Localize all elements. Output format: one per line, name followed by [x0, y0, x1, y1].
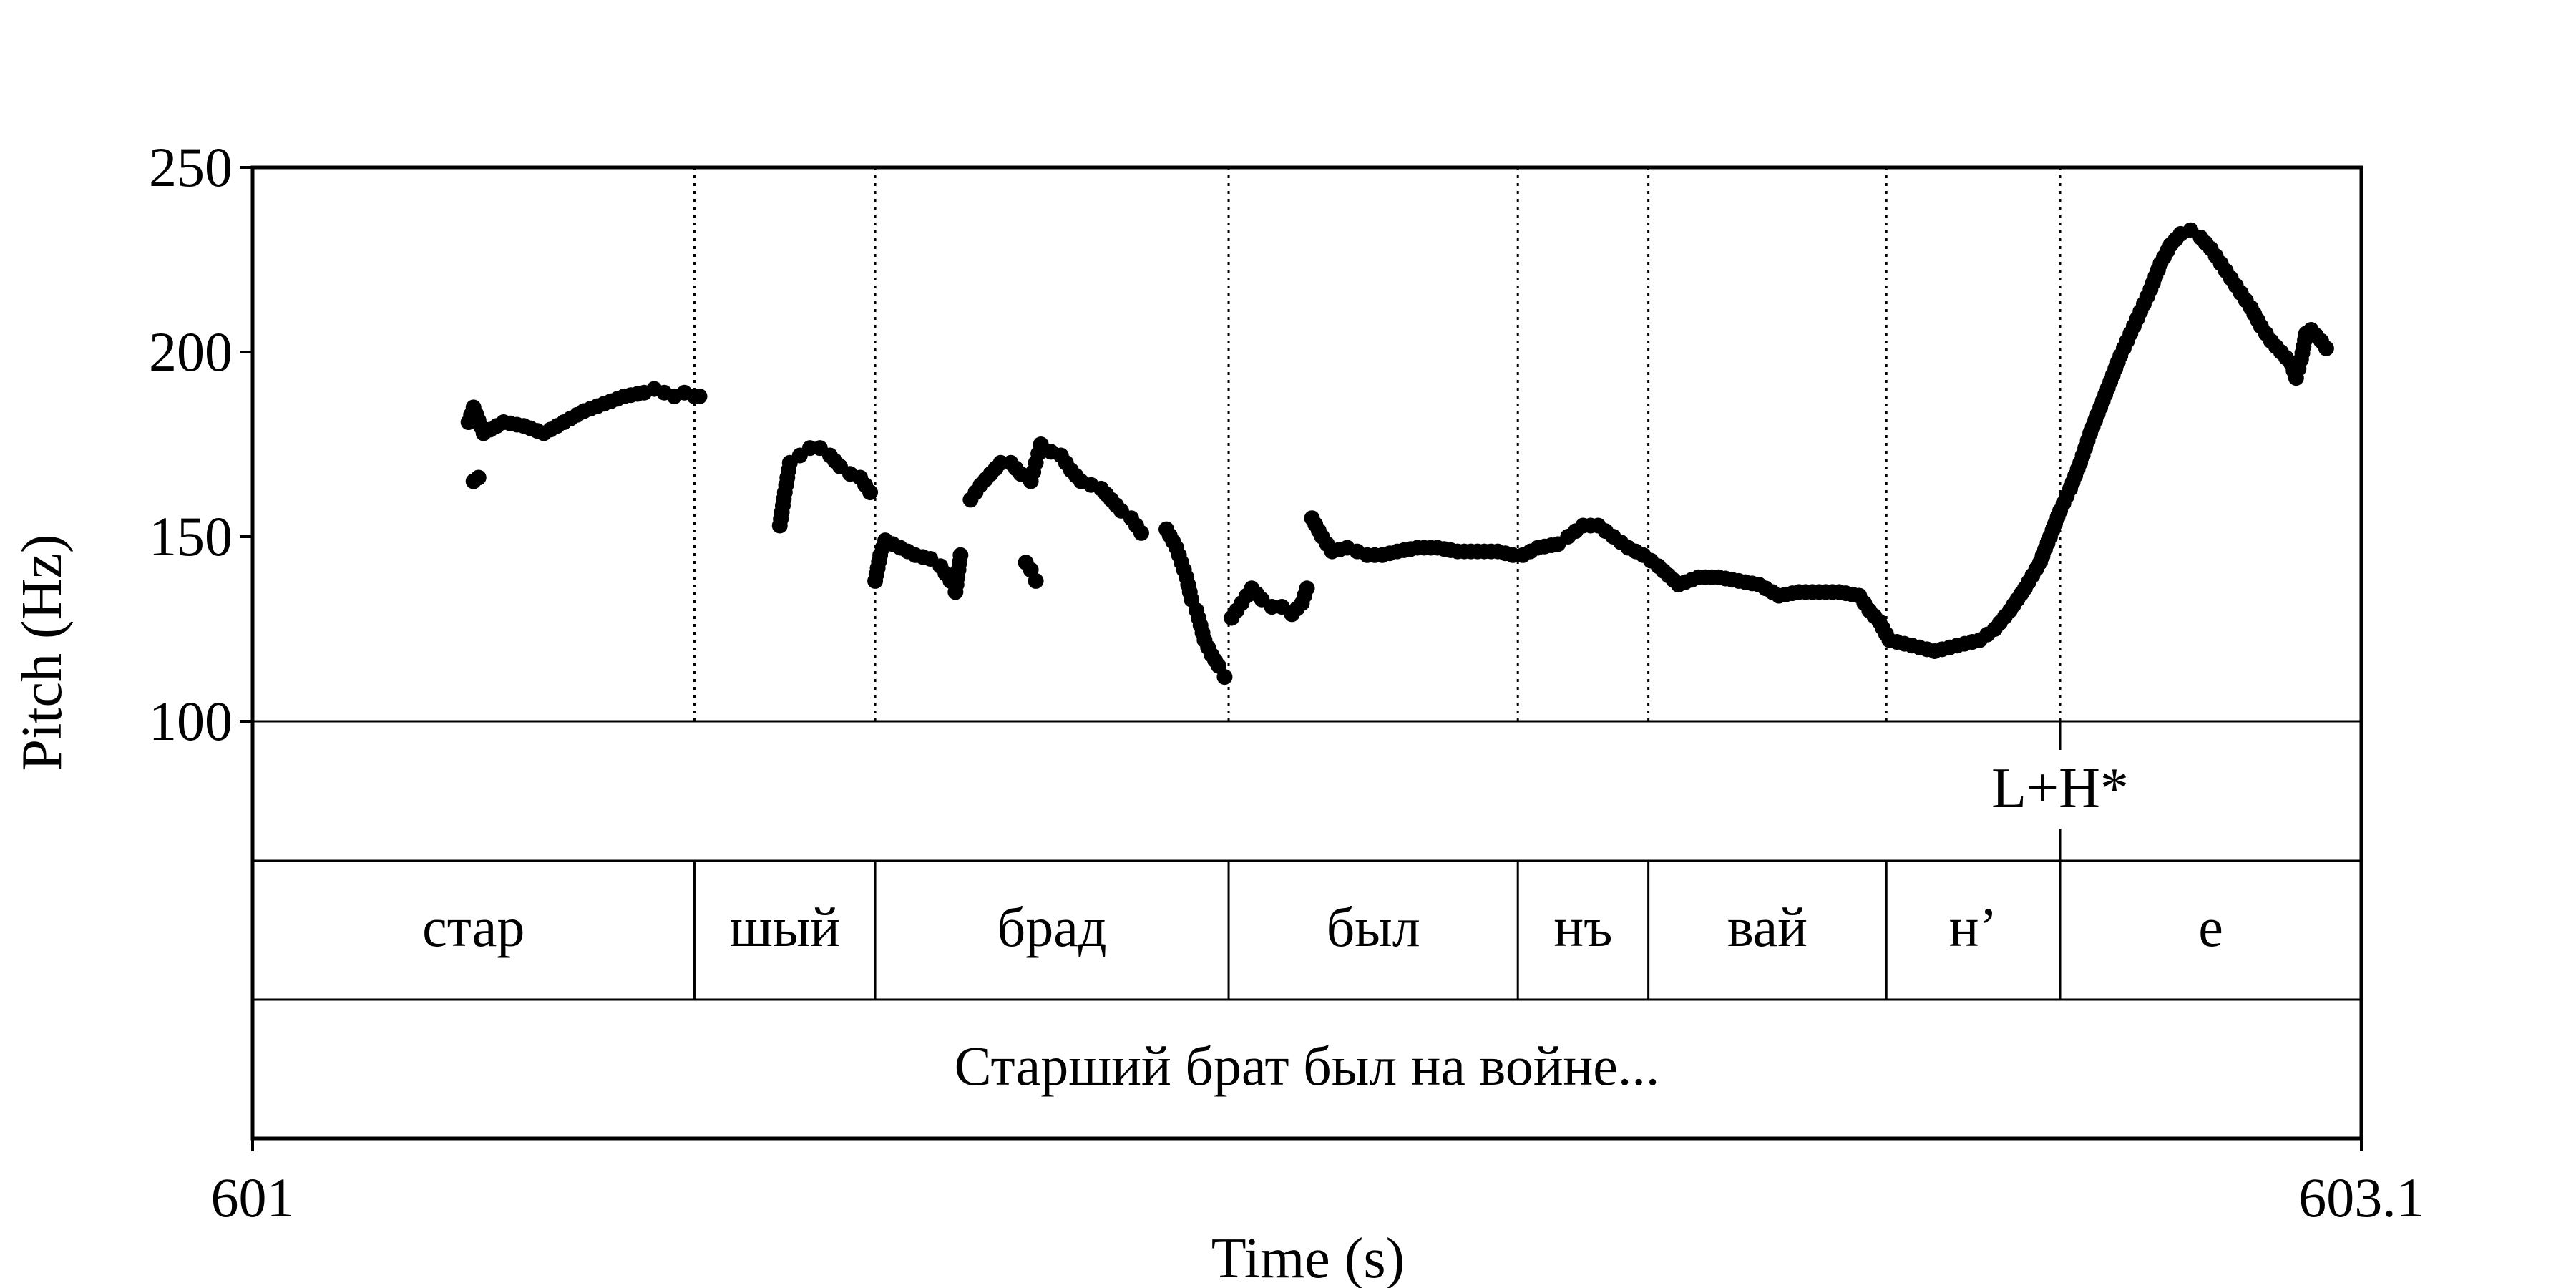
tone-tier: L+H* — [1991, 721, 2129, 861]
y-tick-label: 250 — [149, 136, 233, 198]
pitch-point — [470, 469, 487, 486]
x-axis-label: Time (s) — [1211, 1227, 1405, 1288]
pitch-point — [862, 484, 879, 501]
y-tick-label: 100 — [149, 690, 233, 752]
syllable-label: н’ — [1949, 896, 1998, 958]
x-tick-label: 601 — [211, 1166, 295, 1229]
y-axis: 100 150 200 250 — [149, 136, 253, 752]
syllable-label: брад — [997, 896, 1107, 958]
y-axis-label: Pitch (Hz) — [11, 534, 74, 771]
pitch-point — [1216, 669, 1233, 686]
tone-label: L+H* — [1991, 757, 2129, 820]
syllable-label: стар — [422, 896, 525, 958]
sentence-tier: Старший брат был на войне... — [955, 1035, 1660, 1097]
pitch-point — [1133, 525, 1149, 541]
pitch-point — [691, 388, 708, 404]
y-tick-label: 200 — [149, 321, 233, 383]
plot-frame — [250, 165, 2363, 1141]
pitch-point — [1299, 580, 1315, 597]
x-axis: 601 603.1 — [211, 1138, 2424, 1229]
pitch-point — [2318, 340, 2334, 356]
syllable-label: вай — [1727, 896, 1807, 958]
y-tick-label: 150 — [149, 505, 233, 567]
x-tick-label: 603.1 — [2298, 1166, 2424, 1229]
syllable-label: был — [1327, 896, 1420, 958]
pitch-point — [952, 547, 969, 563]
pitch-point — [1028, 572, 1044, 589]
sentence-label: Старший брат был на войне... — [955, 1035, 1660, 1097]
syllable-tier: стар шый брад был нъ вай н’ е — [422, 861, 2223, 1000]
pitch-points — [460, 222, 2334, 686]
syllable-label: е — [2198, 896, 2223, 958]
boundary-lines — [693, 167, 2062, 721]
syllable-label: шый — [730, 896, 840, 958]
syllable-label: нъ — [1553, 896, 1612, 958]
